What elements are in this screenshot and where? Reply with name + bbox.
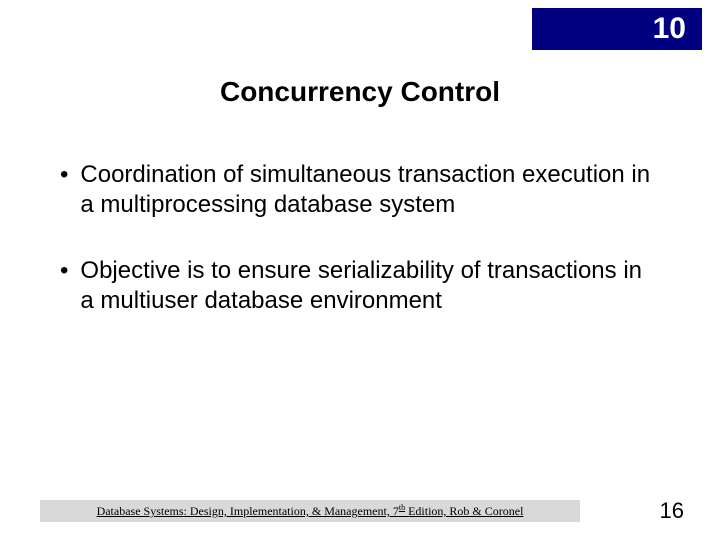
chapter-badge: 10 <box>532 8 702 50</box>
page-number: 16 <box>660 498 684 524</box>
bullet-text: Coordination of simultaneous transaction… <box>80 160 660 220</box>
chapter-number: 10 <box>653 12 686 46</box>
slide: 10 Concurrency Control • Coordination of… <box>0 0 720 540</box>
slide-title: Concurrency Control <box>0 76 720 108</box>
footer-text: Database Systems: Design, Implementation… <box>97 503 524 519</box>
bullet-item: • Coordination of simultaneous transacti… <box>60 160 660 220</box>
bullet-text: Objective is to ensure serializability o… <box>80 256 660 316</box>
bullet-dot-icon: • <box>60 256 68 286</box>
footer-bar: Database Systems: Design, Implementation… <box>40 500 580 522</box>
footer-prefix: Database Systems: Design, Implementation… <box>97 504 399 518</box>
content-area: • Coordination of simultaneous transacti… <box>60 160 660 352</box>
bullet-item: • Objective is to ensure serializability… <box>60 256 660 316</box>
bullet-dot-icon: • <box>60 160 68 190</box>
footer-suffix: Edition, Rob & Coronel <box>405 504 523 518</box>
